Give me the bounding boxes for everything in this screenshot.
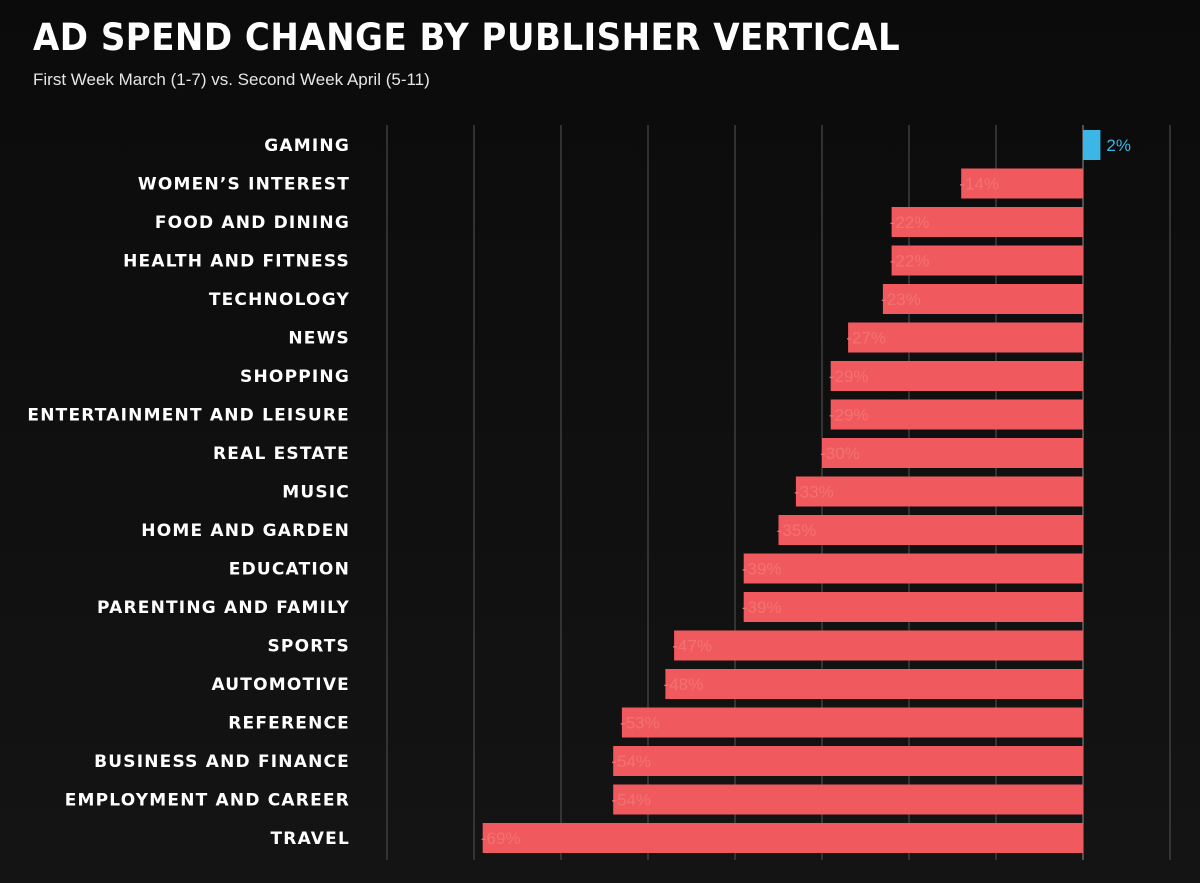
value-label: -48% [664,675,704,694]
bar [1083,130,1101,160]
category-label: REAL ESTATE [213,444,350,464]
bar [882,284,1083,314]
value-labels: 2% -14% -22% -22% -23% -27% -29% -29% -30% -33% -3… [481,136,1131,848]
value-label: -39% [742,598,782,617]
category-label: GAMING [264,136,350,156]
bar [830,399,1083,430]
bar [830,361,1083,391]
bar [743,592,1083,622]
category-labels: GAMING WOMEN’S INTEREST FOOD AND DINING HEA… [27,136,351,849]
value-label: -35% [777,521,817,540]
category-label: TRAVEL [271,829,351,849]
category-label: MUSIC [282,483,350,503]
bar [621,707,1083,738]
category-label: EDUCATION [229,560,350,580]
value-label: -39% [742,560,782,579]
category-label: SPORTS [267,637,350,657]
value-label: -22% [890,252,930,271]
bar [613,784,1083,815]
category-label: HEALTH AND FITNESS [123,252,350,272]
category-label: AUTOMOTIVE [211,675,350,695]
bars [482,130,1101,853]
category-label: HOME AND GARDEN [141,521,350,541]
bar [822,438,1083,468]
bar [674,630,1083,661]
bar [891,207,1083,237]
bar [482,823,1083,853]
bar [961,168,1083,199]
bar [665,669,1083,699]
value-label: -69% [481,829,521,848]
value-label: -33% [794,483,834,502]
value-label: -53% [620,714,660,733]
value-label: -30% [820,444,860,463]
bar [778,515,1083,545]
category-label: SHOPPING [240,367,350,387]
value-label: -27% [846,329,886,348]
category-label: BUSINESS AND FINANCE [94,752,350,772]
category-label: PARENTING AND FAMILY [97,598,350,618]
chart-title: AD SPEND CHANGE BY PUBLISHER VERTICAL [33,16,901,59]
category-label: TECHNOLOGY [209,290,350,310]
value-label: -22% [890,213,930,232]
bar [891,245,1083,276]
category-label: EMPLOYMENT AND CAREER [65,791,350,811]
value-label: -54% [611,752,651,771]
value-label: -23% [881,290,921,309]
chart-subtitle: First Week March (1-7) vs. Second Week A… [33,70,430,89]
category-label: ENTERTAINMENT AND LEISURE [27,406,350,426]
bar [743,553,1083,584]
bar [795,476,1083,507]
value-label: -29% [829,367,869,386]
value-label: -54% [611,791,651,810]
category-label: WOMEN’S INTEREST [138,175,350,195]
category-label: REFERENCE [228,714,350,734]
value-label: -14% [959,175,999,194]
bar [613,746,1083,776]
value-label: 2% [1106,136,1131,155]
bar [848,322,1083,353]
category-label: NEWS [288,329,350,349]
value-label: -47% [672,637,712,656]
value-label: -29% [829,406,869,425]
category-label: FOOD AND DINING [155,213,350,233]
